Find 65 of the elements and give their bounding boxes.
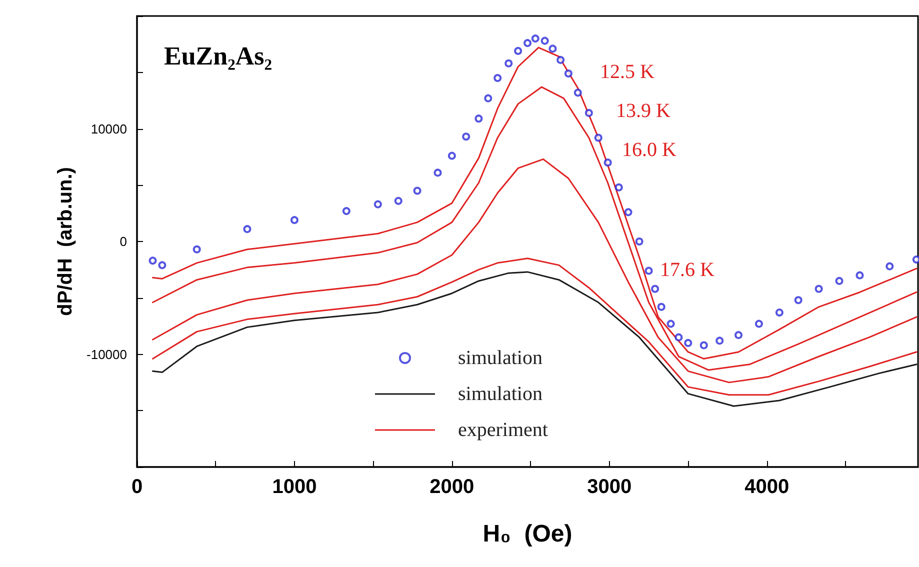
point xyxy=(556,56,565,64)
point xyxy=(564,70,572,78)
point xyxy=(192,245,201,254)
point xyxy=(474,114,483,123)
point xyxy=(657,302,666,311)
x-tick-label: 4000 xyxy=(744,476,790,498)
point xyxy=(148,256,157,265)
point xyxy=(912,256,919,264)
point xyxy=(394,196,402,205)
point xyxy=(243,225,252,234)
point xyxy=(734,331,742,340)
point xyxy=(448,152,456,160)
point xyxy=(504,59,513,68)
point xyxy=(462,132,470,141)
point xyxy=(524,39,532,48)
point xyxy=(494,74,502,82)
point xyxy=(644,266,653,275)
legend-label: simulation xyxy=(458,383,542,405)
x-tick-label: 2000 xyxy=(430,476,474,498)
point xyxy=(413,186,422,195)
point xyxy=(548,44,557,53)
y-tick-label: -10000 xyxy=(86,346,127,362)
point xyxy=(342,207,350,216)
point xyxy=(604,158,612,167)
point xyxy=(574,88,582,97)
point xyxy=(754,320,763,328)
x-tick-label: 0 xyxy=(131,476,143,498)
point xyxy=(635,238,644,246)
point xyxy=(666,320,675,328)
x-tick-label: 1000 xyxy=(272,476,317,498)
point xyxy=(814,284,823,293)
point xyxy=(484,94,492,102)
point xyxy=(624,208,632,216)
point xyxy=(374,200,382,208)
annotation: 16.0 K xyxy=(622,139,677,161)
point xyxy=(594,134,602,142)
point xyxy=(290,216,298,224)
point xyxy=(434,168,442,177)
point xyxy=(540,36,549,45)
annotation: 13.9 K xyxy=(616,100,671,122)
point xyxy=(651,284,660,293)
legend-label: experiment xyxy=(458,419,548,441)
point xyxy=(835,276,844,285)
point xyxy=(716,336,724,345)
point xyxy=(700,341,708,350)
annotation: 12.5 K xyxy=(600,61,655,83)
legend-label: simulation xyxy=(458,347,542,369)
point xyxy=(531,34,540,43)
point xyxy=(775,308,784,317)
point xyxy=(584,108,593,117)
annotation: 17.6 K xyxy=(660,259,715,281)
point xyxy=(158,261,166,270)
point xyxy=(794,296,802,304)
point xyxy=(856,271,864,280)
point xyxy=(614,183,623,192)
point xyxy=(514,46,522,55)
x-axis-title: H₀ (Oe) xyxy=(482,520,572,548)
y-tick-label: 0 xyxy=(120,234,127,249)
y-axis-title: dP/dH (arb.un.) xyxy=(54,167,77,316)
point xyxy=(674,333,683,342)
point xyxy=(886,262,894,270)
text: EuZn₂As₂ xyxy=(164,42,272,70)
point xyxy=(684,338,692,347)
x-tick-label: 3000 xyxy=(587,476,632,498)
y-tick-label: 10000 xyxy=(90,121,127,136)
